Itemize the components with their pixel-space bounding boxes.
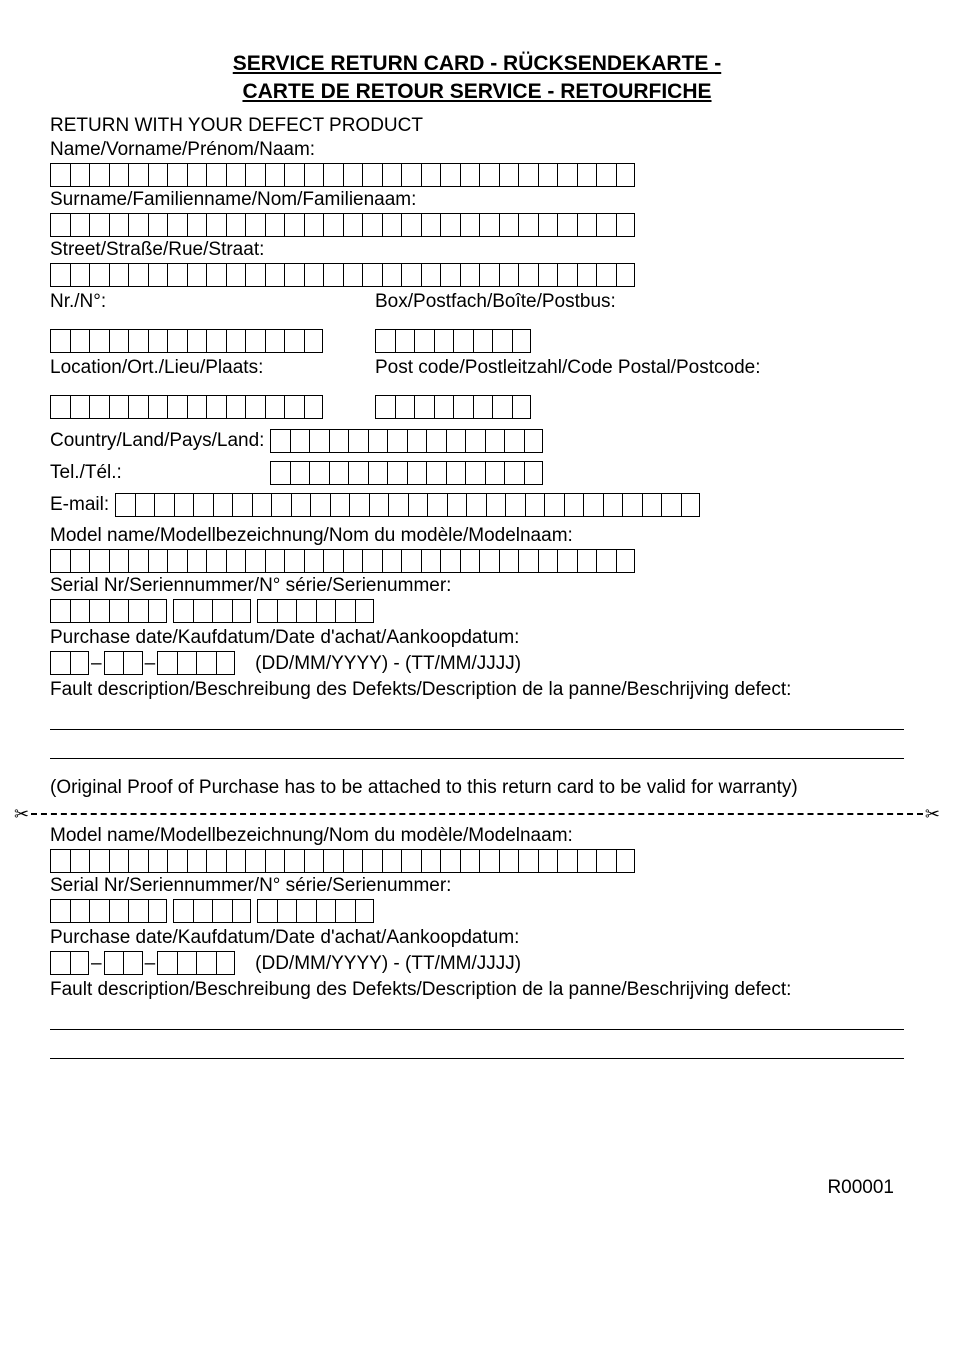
location-label: Location/Ort./Lieu/Plaats: bbox=[50, 357, 375, 379]
box-input[interactable] bbox=[375, 329, 904, 353]
nr-label: Nr./N°: bbox=[50, 291, 375, 313]
fault-line-4[interactable] bbox=[50, 1034, 904, 1059]
cut-line: ✂ ✂ bbox=[12, 805, 942, 823]
tel-label: Tel./Tél.: bbox=[50, 462, 270, 484]
revision-number: R00001 bbox=[827, 1177, 894, 1199]
country-input[interactable] bbox=[270, 429, 543, 453]
email-input[interactable] bbox=[115, 493, 700, 517]
purchase-date-label-2: Purchase date/Kaufdatum/Date d'achat/Aan… bbox=[50, 927, 904, 949]
date-format-hint: (DD/MM/YYYY) - (TT/MM/JJJJ) bbox=[255, 653, 521, 675]
scissor-left-icon: ✂ bbox=[12, 805, 31, 823]
postcode-label: Post code/Postleitzahl/Code Postal/Postc… bbox=[375, 357, 904, 379]
name-input[interactable] bbox=[50, 163, 904, 187]
purchase-date-label: Purchase date/Kaufdatum/Date d'achat/Aan… bbox=[50, 627, 904, 649]
purchase-date-row: – – (DD/MM/YYYY) - (TT/MM/JJJJ) bbox=[50, 651, 904, 677]
date-sep-4: – bbox=[143, 953, 158, 975]
model-input[interactable] bbox=[50, 549, 904, 573]
name-label: Name/Vorname/Prénom/Naam: bbox=[50, 139, 904, 161]
purchase-date-year[interactable] bbox=[157, 651, 235, 675]
serial-input-row-2 bbox=[50, 899, 904, 925]
purchase-date-row-2: – – (DD/MM/YYYY) - (TT/MM/JJJJ) bbox=[50, 951, 904, 977]
purchase-date-month[interactable] bbox=[104, 651, 143, 675]
serial-input-2-g1[interactable] bbox=[50, 899, 167, 923]
email-label: E-mail: bbox=[50, 494, 115, 516]
date-sep-3: – bbox=[89, 953, 104, 975]
country-label: Country/Land/Pays/Land: bbox=[50, 430, 270, 452]
serial-input-g3[interactable] bbox=[257, 599, 374, 623]
scissor-right-icon: ✂ bbox=[923, 805, 942, 823]
fault-label-2: Fault description/Beschreibung des Defek… bbox=[50, 979, 904, 1001]
serial-input-row bbox=[50, 599, 904, 625]
return-with-note: RETURN WITH YOUR DEFECT PRODUCT bbox=[50, 115, 904, 137]
tel-input[interactable] bbox=[270, 461, 543, 485]
street-input[interactable] bbox=[50, 263, 904, 287]
document-title: SERVICE RETURN CARD - RÜCKSENDEKARTE - C… bbox=[50, 50, 904, 107]
purchase-date-day-2[interactable] bbox=[50, 951, 89, 975]
street-label: Street/Straße/Rue/Straat: bbox=[50, 239, 904, 261]
purchase-date-day[interactable] bbox=[50, 651, 89, 675]
serial-input-2-g2[interactable] bbox=[173, 899, 251, 923]
serial-label: Serial Nr/Seriennummer/N° série/Serienum… bbox=[50, 575, 904, 597]
postcode-input[interactable] bbox=[375, 395, 904, 419]
title-line-1: SERVICE RETURN CARD - RÜCKSENDEKARTE - bbox=[233, 52, 721, 75]
proof-note: (Original Proof of Purchase has to be at… bbox=[50, 777, 904, 799]
fault-line-3[interactable] bbox=[50, 1005, 904, 1030]
fault-label: Fault description/Beschreibung des Defek… bbox=[50, 679, 904, 701]
model-label-2: Model name/Modellbezeichnung/Nom du modè… bbox=[50, 825, 904, 847]
box-label: Box/Postfach/Boîte/Postbus: bbox=[375, 291, 904, 313]
model-label: Model name/Modellbezeichnung/Nom du modè… bbox=[50, 525, 904, 547]
purchase-date-month-2[interactable] bbox=[104, 951, 143, 975]
fault-line-2[interactable] bbox=[50, 734, 904, 759]
date-sep-1: – bbox=[89, 653, 104, 675]
surname-label: Surname/Familienname/Nom/Familienaam: bbox=[50, 189, 904, 211]
title-line-2: CARTE DE RETOUR SERVICE - RETOURFICHE bbox=[242, 80, 711, 103]
location-input[interactable] bbox=[50, 395, 375, 419]
model-input-2[interactable] bbox=[50, 849, 904, 873]
serial-input-g2[interactable] bbox=[173, 599, 251, 623]
purchase-date-year-2[interactable] bbox=[157, 951, 235, 975]
date-sep-2: – bbox=[143, 653, 158, 675]
date-format-hint-2: (DD/MM/YYYY) - (TT/MM/JJJJ) bbox=[255, 953, 521, 975]
fault-line-1[interactable] bbox=[50, 705, 904, 730]
surname-input[interactable] bbox=[50, 213, 904, 237]
nr-input[interactable] bbox=[50, 329, 375, 353]
serial-input-g1[interactable] bbox=[50, 599, 167, 623]
serial-label-2: Serial Nr/Seriennummer/N° série/Serienum… bbox=[50, 875, 904, 897]
serial-input-2-g3[interactable] bbox=[257, 899, 374, 923]
